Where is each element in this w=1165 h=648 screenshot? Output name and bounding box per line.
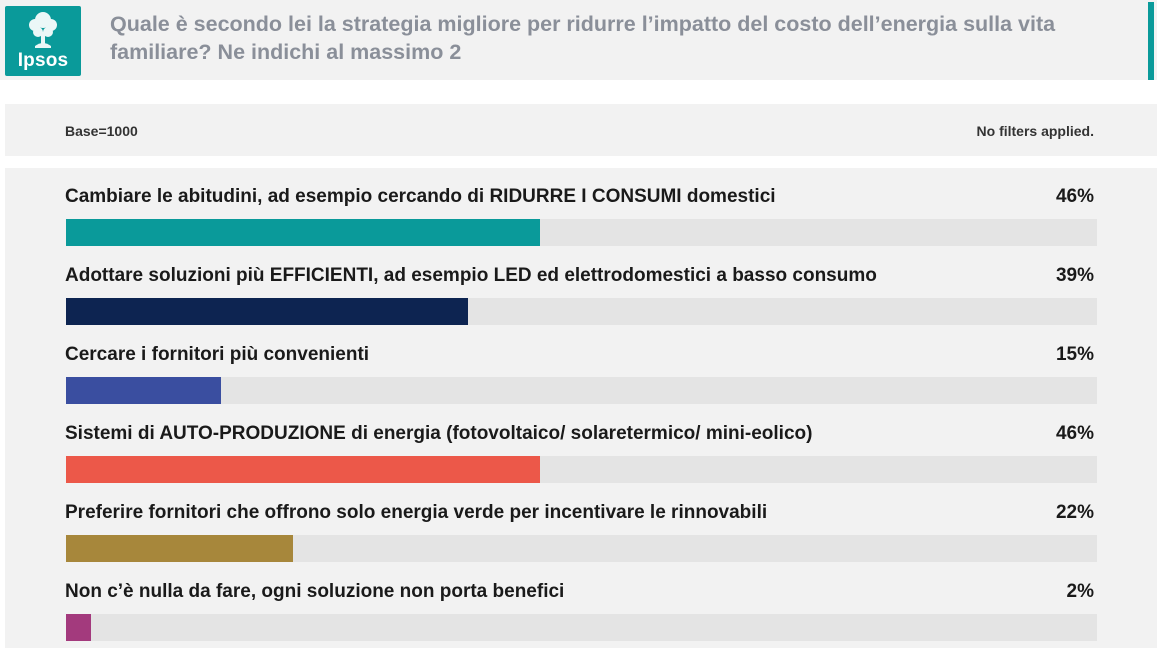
bar-label: Cercare i fornitori più convenienti xyxy=(65,344,370,365)
chart-row: Sistemi di AUTO-PRODUZIONE di energia (f… xyxy=(0,423,1165,502)
tree-icon xyxy=(29,12,57,48)
header-band xyxy=(0,0,1157,80)
base-label: Base=1000 xyxy=(65,123,138,139)
chart-row: Adottare soluzioni più EFFICIENTI, ad es… xyxy=(0,265,1165,344)
chart-row: Cambiare le abitudini, ad esempio cercan… xyxy=(0,186,1165,265)
bar xyxy=(66,377,221,404)
logo-text: Ipsos xyxy=(17,50,69,71)
bar-label: Non c’è nulla da fare, ogni soluzione no… xyxy=(65,581,565,602)
ipsos-logo: Ipsos xyxy=(5,6,81,76)
bar-track xyxy=(66,614,1097,641)
bar xyxy=(66,298,469,325)
filters-status: No filters applied. xyxy=(976,123,1094,139)
accent-bar xyxy=(1148,2,1154,80)
bar-label: Cambiare le abitudini, ad esempio cercan… xyxy=(65,186,776,207)
bar-value-label: 22% xyxy=(1055,502,1094,523)
bar-label: Sistemi di AUTO-PRODUZIONE di energia (f… xyxy=(65,423,813,444)
bar-track xyxy=(66,377,1097,404)
bar-value-label: 46% xyxy=(1055,423,1094,444)
bar xyxy=(66,219,541,246)
chart-row: Preferire fornitori che offrono solo ene… xyxy=(0,502,1165,581)
bar-track xyxy=(66,456,1097,483)
bar-value-label: 46% xyxy=(1055,186,1094,207)
bar-label: Preferire fornitori che offrono solo ene… xyxy=(65,502,768,523)
bar-track xyxy=(66,219,1097,246)
bar xyxy=(66,456,541,483)
bar-value-label: 39% xyxy=(1055,265,1094,286)
bar-value-label: 2% xyxy=(1066,581,1094,602)
bar xyxy=(66,535,293,562)
header: Ipsos Quale è secondo lei la strategia m… xyxy=(0,0,1165,82)
chart-row: Non c’è nulla da fare, ogni soluzione no… xyxy=(0,581,1165,648)
base-band xyxy=(5,104,1157,156)
bar-label: Adottare soluzioni più EFFICIENTI, ad es… xyxy=(65,265,877,286)
chart-area xyxy=(5,168,1157,648)
bar-value-label: 15% xyxy=(1055,344,1094,365)
bar xyxy=(66,614,91,641)
bar-track xyxy=(66,298,1097,325)
page-title: Quale è secondo lei la strategia miglior… xyxy=(110,12,1056,64)
chart-row: Cercare i fornitori più convenienti 15% xyxy=(0,344,1165,423)
bar-track xyxy=(66,535,1097,562)
